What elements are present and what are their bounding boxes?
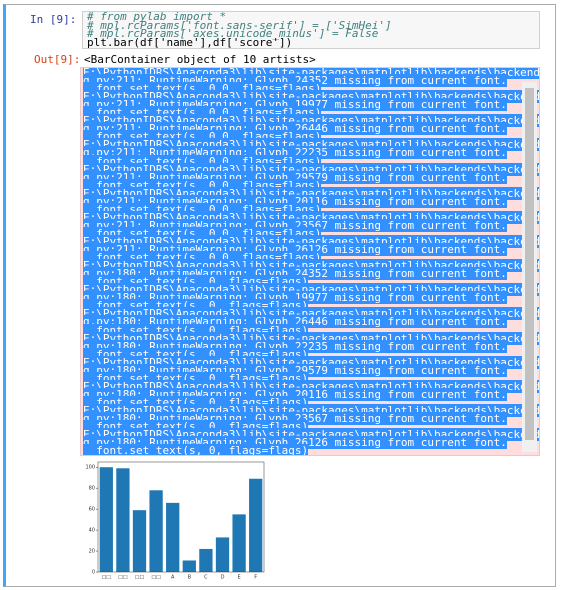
plot-frame	[97, 461, 265, 573]
out-prompt: Out[9]:	[34, 53, 81, 66]
selected-text: g.py:211: RuntimeWarning: Glyph 26446 mi…	[83, 122, 507, 136]
y-tick-label: 20	[89, 549, 95, 555]
bar	[215, 537, 230, 572]
bar	[132, 510, 147, 572]
bar	[99, 467, 113, 572]
bar	[232, 514, 246, 572]
x-tick-label: C	[204, 575, 208, 581]
bar	[149, 490, 163, 572]
x-tick-label: □□	[135, 575, 145, 581]
y-tick-label: 80	[89, 486, 95, 492]
notebook-cell[interactable]	[3, 4, 556, 587]
x-tick-label: □□	[102, 575, 112, 581]
stderr-line: g.py:180: RuntimeWarning: Glyph 26126 mi…	[83, 436, 523, 450]
y-tick-label: 60	[89, 507, 95, 513]
output-text: <BarContainer object of 10 artists>	[84, 53, 316, 66]
stderr-lines: E:\PythonIDRS\Anaconda3\lib\site-package…	[83, 68, 539, 456]
y-tick-label: 100	[85, 465, 95, 471]
bar	[249, 478, 263, 572]
chart: 0 20 40 60 80 100 □□ □□ □□ □□ A B C D E F	[80, 458, 270, 582]
x-tick-label: E	[238, 575, 241, 581]
selected-text: font.set_text(s, 0, flags=flags)	[83, 444, 309, 456]
code-line: # from pylab import *	[87, 10, 227, 23]
code-line: # mpl.rcParams['axes.unicode_minus'] = F…	[87, 27, 379, 40]
x-tick-label: F	[254, 575, 257, 581]
selected-text: E:\PythonIDRS\Anaconda3\lib\site-package…	[83, 68, 539, 79]
y-tick-label: 40	[89, 528, 95, 534]
selected-text: g.py:211: RuntimeWarning: Glyph 26126 mi…	[83, 243, 507, 257]
scrollbar-thumb[interactable]	[525, 88, 534, 440]
bar	[182, 560, 196, 572]
stderr-line: g.py:211: RuntimeWarning: Glyph 26126 mi…	[83, 243, 523, 257]
y-tick-label: 0	[92, 570, 95, 576]
selected-text: g.py:180: RuntimeWarning: Glyph 26126 mi…	[83, 436, 507, 450]
code-line: # mpl.rcParams['font.sans-serif'] = ['Si…	[87, 18, 392, 32]
x-tick-label: A	[171, 575, 175, 581]
bar	[199, 548, 213, 572]
selected-text: g.py:211: RuntimeWarning: Glyph 23567 mi…	[83, 218, 507, 232]
stderr-line: font.set_text(s, 0, flags=flags)	[83, 444, 523, 456]
code-editor[interactable]: # from pylab import * # mpl.rcParams['fo…	[82, 11, 540, 49]
x-tick-label: D	[221, 575, 225, 581]
bar	[166, 502, 180, 572]
code-line: plt.bar(df['name'],df['score'])	[87, 35, 293, 49]
x-tick-label: B	[188, 575, 192, 581]
stderr-line: g.py:211: RuntimeWarning: Glyph 23567 mi…	[83, 218, 523, 232]
stderr-line: E:\PythonIDRS\Anaconda3\lib\site-package…	[83, 68, 539, 79]
x-tick-label: □□	[118, 575, 128, 581]
bar	[116, 468, 130, 572]
in-prompt: In [9]:	[30, 13, 77, 26]
x-tick-label: □□	[151, 575, 161, 581]
stderr-line: g.py:211: RuntimeWarning: Glyph 26446 mi…	[83, 122, 523, 136]
stderr-output: E:\PythonIDRS\Anaconda3\lib\site-package…	[80, 67, 540, 456]
